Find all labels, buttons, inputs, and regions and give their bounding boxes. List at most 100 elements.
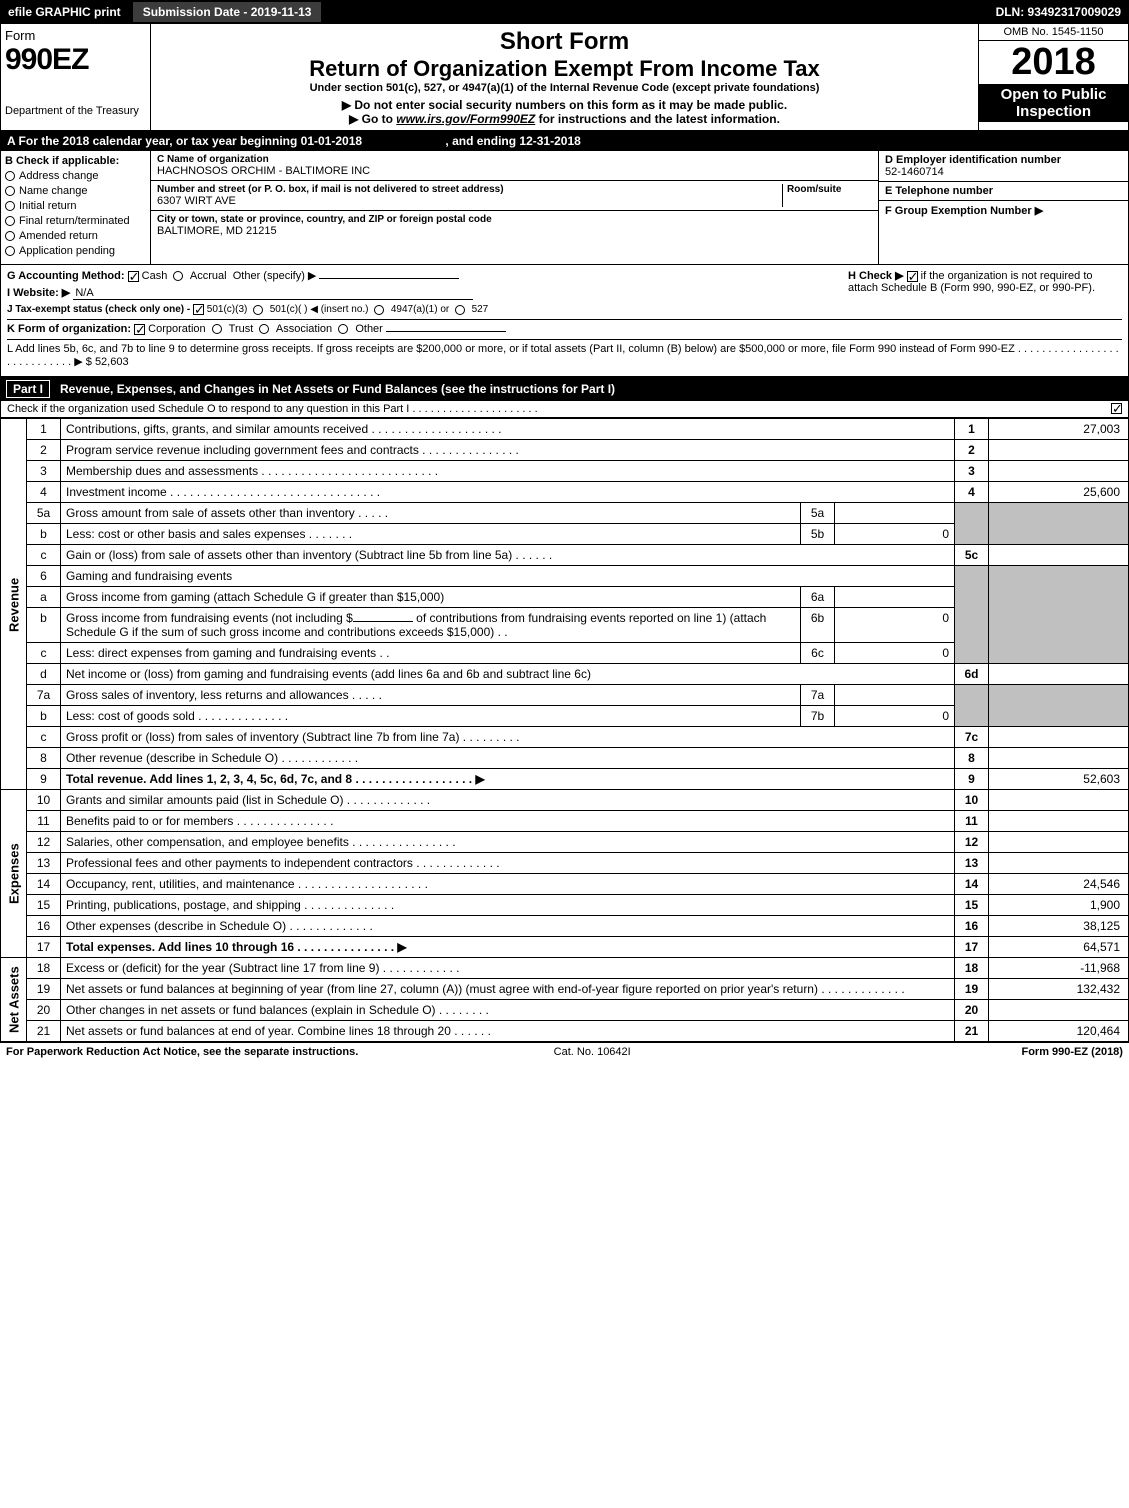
ln6a-iv — [835, 587, 955, 608]
ln15-rn: 15 — [955, 895, 989, 916]
accrual-lbl: Accrual — [190, 270, 227, 282]
box-b-title: B Check if applicable: — [5, 155, 146, 167]
meta-block: G Accounting Method: Cash Accrual Other … — [0, 265, 1129, 377]
k-lbl: K Form of organization: — [7, 323, 131, 335]
chk-final[interactable]: Final return/terminated — [5, 215, 146, 227]
ln10-rn: 10 — [955, 790, 989, 811]
line-i: I Website: ▶ N/A — [7, 286, 842, 300]
chk-501c[interactable] — [253, 305, 263, 315]
city-lbl: City or town, state or province, country… — [157, 214, 872, 225]
ln19-n: 19 — [27, 979, 61, 1000]
return-title: Return of Organization Exempt From Incom… — [157, 56, 972, 82]
ln7b-il: 7b — [801, 706, 835, 727]
chk-amended[interactable]: Amended return — [5, 230, 146, 242]
chk-corp[interactable] — [134, 324, 145, 335]
ln16-rn: 16 — [955, 916, 989, 937]
goto-line: ▶ Go to www.irs.gov/Form990EZ for instru… — [157, 112, 972, 126]
short-form-title: Short Form — [157, 28, 972, 56]
ln1-v: 27,003 — [989, 419, 1129, 440]
chk-cash[interactable] — [128, 271, 139, 282]
goto-pre: ▶ Go to — [349, 112, 396, 126]
ln6b-input[interactable] — [353, 621, 413, 622]
ln6b-n: b — [27, 608, 61, 643]
ln8-n: 8 — [27, 748, 61, 769]
ln17-n: 17 — [27, 937, 61, 958]
ln7b-n: b — [27, 706, 61, 727]
ln7c-n: c — [27, 727, 61, 748]
chk-name[interactable]: Name change — [5, 185, 146, 197]
ln10-v — [989, 790, 1129, 811]
ln6d-d: Net income or (loss) from gaming and fun… — [61, 664, 955, 685]
header-center: Short Form Return of Organization Exempt… — [151, 24, 978, 130]
side-revenue: Revenue — [1, 419, 27, 790]
ln13-n: 13 — [27, 853, 61, 874]
ln19-rn: 19 — [955, 979, 989, 1000]
chk-527[interactable] — [455, 305, 465, 315]
ln8-v — [989, 748, 1129, 769]
chk-initial[interactable]: Initial return — [5, 200, 146, 212]
ln11-n: 11 — [27, 811, 61, 832]
grey-6 — [955, 566, 989, 664]
irs-link[interactable]: www.irs.gov/Form990EZ — [396, 112, 535, 126]
grey-7 — [955, 685, 989, 727]
ln9-rn: 9 — [955, 769, 989, 790]
footer-right: Form 990-EZ (2018) — [1021, 1046, 1122, 1058]
chk-address[interactable]: Address change — [5, 170, 146, 182]
ln2-v — [989, 440, 1129, 461]
ln7a-n: 7a — [27, 685, 61, 706]
ln11-rn: 11 — [955, 811, 989, 832]
ln3-rn: 3 — [955, 461, 989, 482]
header-right: OMB No. 1545-1150 2018 Open to Public In… — [978, 24, 1128, 130]
ln10-n: 10 — [27, 790, 61, 811]
l-txt: L Add lines 5b, 6c, and 7b to line 9 to … — [7, 343, 1119, 368]
chk-accrual[interactable] — [173, 271, 183, 281]
footer-left: For Paperwork Reduction Act Notice, see … — [6, 1046, 358, 1058]
footer-mid: Cat. No. 10642I — [554, 1046, 631, 1058]
ln5a-iv — [835, 503, 955, 524]
ln6a-n: a — [27, 587, 61, 608]
privacy-note: ▶ Do not enter social security numbers o… — [157, 98, 972, 112]
part1-checkline: Check if the organization used Schedule … — [0, 401, 1129, 418]
ln15-v: 1,900 — [989, 895, 1129, 916]
ln5a-il: 5a — [801, 503, 835, 524]
ln5b-iv: 0 — [835, 524, 955, 545]
ln12-v — [989, 832, 1129, 853]
part1-header: Part I Revenue, Expenses, and Changes in… — [0, 377, 1129, 401]
ln16-n: 16 — [27, 916, 61, 937]
box-b: B Check if applicable: Address change Na… — [1, 151, 151, 264]
efile-print[interactable]: efile GRAPHIC print — [0, 3, 129, 21]
grey-6v — [989, 566, 1129, 664]
ln21-rn: 21 — [955, 1021, 989, 1042]
chk-part1-scho[interactable] — [1111, 403, 1122, 414]
other-specify[interactable] — [319, 278, 459, 279]
ln1-rn: 1 — [955, 419, 989, 440]
h-lbl: H Check ▶ — [848, 270, 904, 282]
ln21-v: 120,464 — [989, 1021, 1129, 1042]
ln5c-v — [989, 545, 1129, 566]
ln13-rn: 13 — [955, 853, 989, 874]
ln18-d: Excess or (deficit) for the year (Subtra… — [61, 958, 955, 979]
chk-other-k[interactable] — [338, 324, 348, 334]
chk-assoc[interactable] — [259, 324, 269, 334]
ln21-d: Net assets or fund balances at end of ye… — [61, 1021, 955, 1042]
name-lbl: C Name of organization — [157, 154, 872, 165]
ln14-d: Occupancy, rent, utilities, and maintena… — [61, 874, 955, 895]
chk-pending[interactable]: Application pending — [5, 245, 146, 257]
chk-4947[interactable] — [374, 305, 384, 315]
page-footer: For Paperwork Reduction Act Notice, see … — [0, 1042, 1129, 1061]
ln6c-iv: 0 — [835, 643, 955, 664]
open-public: Open to Public Inspection — [979, 84, 1128, 122]
chk-trust[interactable] — [212, 324, 222, 334]
ln12-n: 12 — [27, 832, 61, 853]
room-lbl: Room/suite — [787, 184, 872, 195]
ln15-n: 15 — [27, 895, 61, 916]
chk-501c3[interactable] — [193, 304, 204, 315]
other-k-input[interactable] — [386, 331, 506, 332]
ln10-d: Grants and similar amounts paid (list in… — [61, 790, 955, 811]
line-l: L Add lines 5b, 6c, and 7b to line 9 to … — [7, 339, 1122, 368]
chk-h[interactable] — [907, 271, 918, 282]
ln6a-il: 6a — [801, 587, 835, 608]
ln5a-d: Gross amount from sale of assets other t… — [61, 503, 801, 524]
period-row: A For the 2018 calendar year, or tax yea… — [0, 131, 1129, 151]
other-lbl: Other (specify) ▶ — [233, 270, 317, 282]
